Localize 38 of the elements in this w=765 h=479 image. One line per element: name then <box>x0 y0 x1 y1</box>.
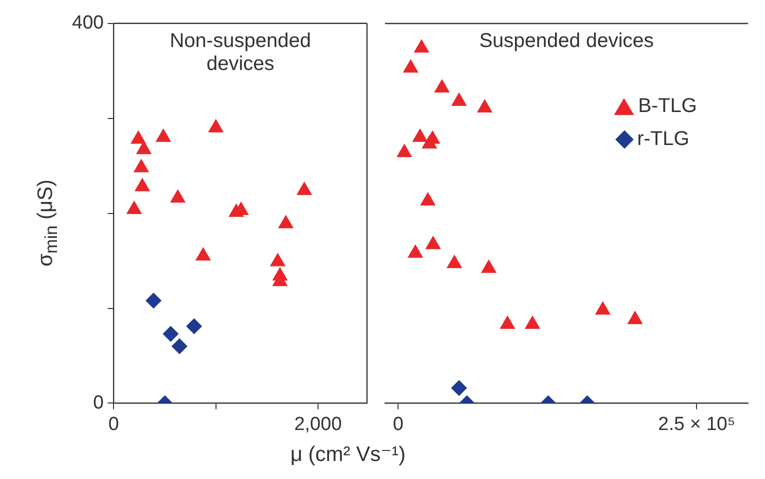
point <box>296 182 312 196</box>
point <box>422 135 438 149</box>
point <box>595 301 611 315</box>
point <box>451 92 467 106</box>
point <box>170 189 186 203</box>
point <box>156 128 172 142</box>
point <box>126 200 142 214</box>
legend-label: B-TLG <box>638 94 697 119</box>
point <box>480 259 497 273</box>
point <box>420 192 436 206</box>
point <box>133 158 150 172</box>
x-tick-label: 2.5 × 10⁵ <box>658 414 736 435</box>
x-axis-title: μ (cm² Vs⁻¹) <box>289 442 407 467</box>
point <box>446 254 462 268</box>
point <box>476 98 492 112</box>
point <box>270 252 286 266</box>
point <box>627 310 643 324</box>
point <box>134 178 150 192</box>
point <box>195 247 211 261</box>
x-tick-label: 2,000 <box>294 414 342 435</box>
x-tick-label: 0 <box>392 414 404 435</box>
point <box>396 144 412 158</box>
point <box>434 79 450 93</box>
point <box>408 244 424 258</box>
point <box>130 130 146 144</box>
legend-label: r-TLG <box>637 127 690 152</box>
annotation: Suspended devices <box>479 30 654 52</box>
point <box>500 315 516 329</box>
point <box>524 315 540 329</box>
y-tick-label: 400 <box>72 12 104 34</box>
point <box>208 118 224 132</box>
x-tick-label: 0 <box>108 414 119 435</box>
point <box>402 59 418 73</box>
point <box>414 39 430 53</box>
point <box>278 214 294 228</box>
point <box>425 236 441 250</box>
annotation: Non-suspended devices <box>170 30 311 75</box>
point <box>412 128 428 142</box>
